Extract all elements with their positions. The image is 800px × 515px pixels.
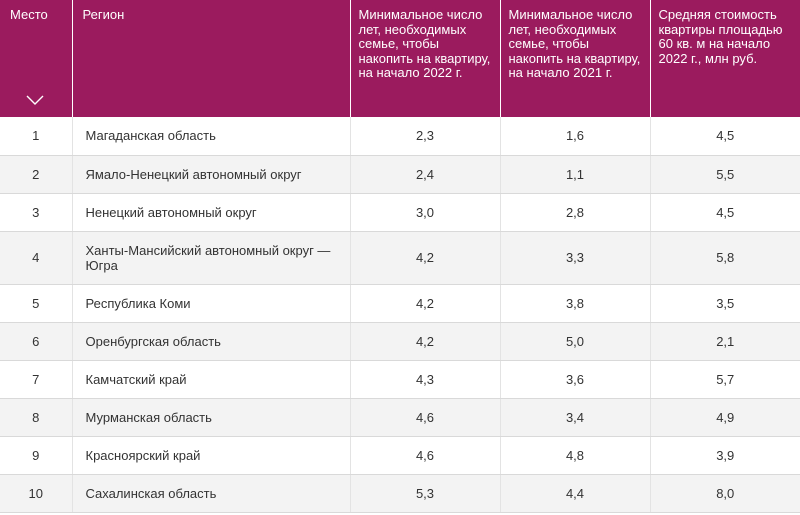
- table-row: 9 Красноярский край 4,6 4,8 3,9: [0, 436, 800, 475]
- region-cell: Оренбургская область: [72, 322, 351, 361]
- avg-price-cell: 8,0: [650, 474, 800, 513]
- years-2021-cell: 4,8: [500, 436, 651, 475]
- rank-cell: 10: [0, 474, 73, 513]
- chevron-down-icon[interactable]: [26, 95, 44, 105]
- table-row: 3 Ненецкий автономный округ 3,0 2,8 4,5: [0, 193, 800, 232]
- rank-cell: 6: [0, 322, 73, 361]
- table-row: 8 Мурманская область 4,6 3,4 4,9: [0, 398, 800, 437]
- years-2021-cell: 1,6: [500, 117, 651, 156]
- region-cell: Магаданская область: [72, 117, 351, 156]
- rank-cell: 8: [0, 398, 73, 437]
- years-2022-cell: 4,2: [350, 284, 501, 323]
- years-2022-cell: 4,3: [350, 360, 501, 399]
- avg-price-cell: 4,9: [650, 398, 800, 437]
- table-row: 6 Оренбургская область 4,2 5,0 2,1: [0, 322, 800, 361]
- table-row: 1 Магаданская область 2,3 1,6 4,5: [0, 117, 800, 156]
- avg-price-cell: 5,8: [650, 231, 800, 285]
- years-2021-cell: 5,0: [500, 322, 651, 361]
- years-2021-cell: 2,8: [500, 193, 651, 232]
- rank-cell: 3: [0, 193, 73, 232]
- rank-cell: 4: [0, 231, 73, 285]
- rank-cell: 2: [0, 155, 73, 194]
- header-avg-price[interactable]: Средняя стоимость квартиры площадью 60 к…: [650, 0, 800, 117]
- years-2021-cell: 3,8: [500, 284, 651, 323]
- years-2022-cell: 4,6: [350, 398, 501, 437]
- avg-price-cell: 2,1: [650, 322, 800, 361]
- avg-price-cell: 5,5: [650, 155, 800, 194]
- years-2022-cell: 4,2: [350, 231, 501, 285]
- years-2022-cell: 3,0: [350, 193, 501, 232]
- region-cell: Камчатский край: [72, 360, 351, 399]
- years-2022-cell: 4,2: [350, 322, 501, 361]
- table-body: 1 Магаданская область 2,3 1,6 4,5 2 Ямал…: [0, 117, 800, 513]
- region-cell: Ханты-Мансийский автономный округ — Югра: [72, 231, 351, 285]
- years-2021-cell: 1,1: [500, 155, 651, 194]
- rank-cell: 7: [0, 360, 73, 399]
- rank-cell: 1: [0, 117, 73, 156]
- table-row: 5 Республика Коми 4,2 3,8 3,5: [0, 284, 800, 323]
- years-2022-cell: 2,3: [350, 117, 501, 156]
- region-cell: Республика Коми: [72, 284, 351, 323]
- avg-price-cell: 4,5: [650, 117, 800, 156]
- years-2021-cell: 4,4: [500, 474, 651, 513]
- header-rank-label: Место: [10, 7, 48, 22]
- region-cell: Сахалинская область: [72, 474, 351, 513]
- table-row: 4 Ханты-Мансийский автономный округ — Юг…: [0, 231, 800, 285]
- table-header: Место Регион Минимальное число лет, необ…: [0, 0, 800, 117]
- region-cell: Ненецкий автономный округ: [72, 193, 351, 232]
- avg-price-cell: 3,5: [650, 284, 800, 323]
- rank-cell: 5: [0, 284, 73, 323]
- years-2021-cell: 3,6: [500, 360, 651, 399]
- header-years-2021[interactable]: Минимальное число лет, необходимых семье…: [500, 0, 651, 117]
- years-2022-cell: 4,6: [350, 436, 501, 475]
- years-2021-cell: 3,4: [500, 398, 651, 437]
- table-row: 10 Сахалинская область 5,3 4,4 8,0: [0, 474, 800, 513]
- avg-price-cell: 5,7: [650, 360, 800, 399]
- table-row: 2 Ямало-Ненецкий автономный округ 2,4 1,…: [0, 155, 800, 194]
- region-cell: Мурманская область: [72, 398, 351, 437]
- avg-price-cell: 4,5: [650, 193, 800, 232]
- years-2021-cell: 3,3: [500, 231, 651, 285]
- years-2022-cell: 5,3: [350, 474, 501, 513]
- years-2022-cell: 2,4: [350, 155, 501, 194]
- rank-cell: 9: [0, 436, 73, 475]
- header-years-2022[interactable]: Минимальное число лет, необходимых семье…: [350, 0, 501, 117]
- table-row: 7 Камчатский край 4,3 3,6 5,7: [0, 360, 800, 399]
- header-row: Место Регион Минимальное число лет, необ…: [0, 0, 800, 117]
- region-cell: Красноярский край: [72, 436, 351, 475]
- header-rank[interactable]: Место: [0, 0, 73, 117]
- avg-price-cell: 3,9: [650, 436, 800, 475]
- header-region[interactable]: Регион: [72, 0, 351, 117]
- region-cell: Ямало-Ненецкий автономный округ: [72, 155, 351, 194]
